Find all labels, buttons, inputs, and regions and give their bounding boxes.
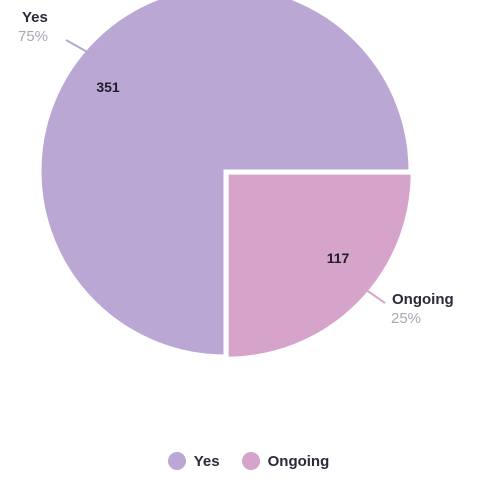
legend-item-yes[interactable]: Yes xyxy=(167,452,220,470)
legend-label-yes: Yes xyxy=(193,452,220,470)
percent-label-yes: 75% xyxy=(18,28,48,45)
pie-slice-yes[interactable] xyxy=(38,0,412,358)
data-label-yes: 351 xyxy=(96,79,120,95)
percent-label-ongoing: 25% xyxy=(391,310,421,327)
leader-line-yes xyxy=(65,39,99,59)
data-label-ongoing: 117 xyxy=(327,250,350,266)
leader-line-ongoing xyxy=(361,286,386,304)
legend-label-ongoing: Ongoing xyxy=(267,452,330,470)
legend-swatch-ongoing xyxy=(241,452,260,470)
category-label-yes: Yes xyxy=(22,9,48,26)
category-label-ongoing: Ongoing xyxy=(392,291,454,308)
legend-swatch-yes xyxy=(167,452,186,470)
pie-slice-ongoing[interactable] xyxy=(225,171,414,360)
legend: Yes Ongoing xyxy=(0,452,497,470)
legend-item-ongoing[interactable]: Ongoing xyxy=(241,452,330,470)
